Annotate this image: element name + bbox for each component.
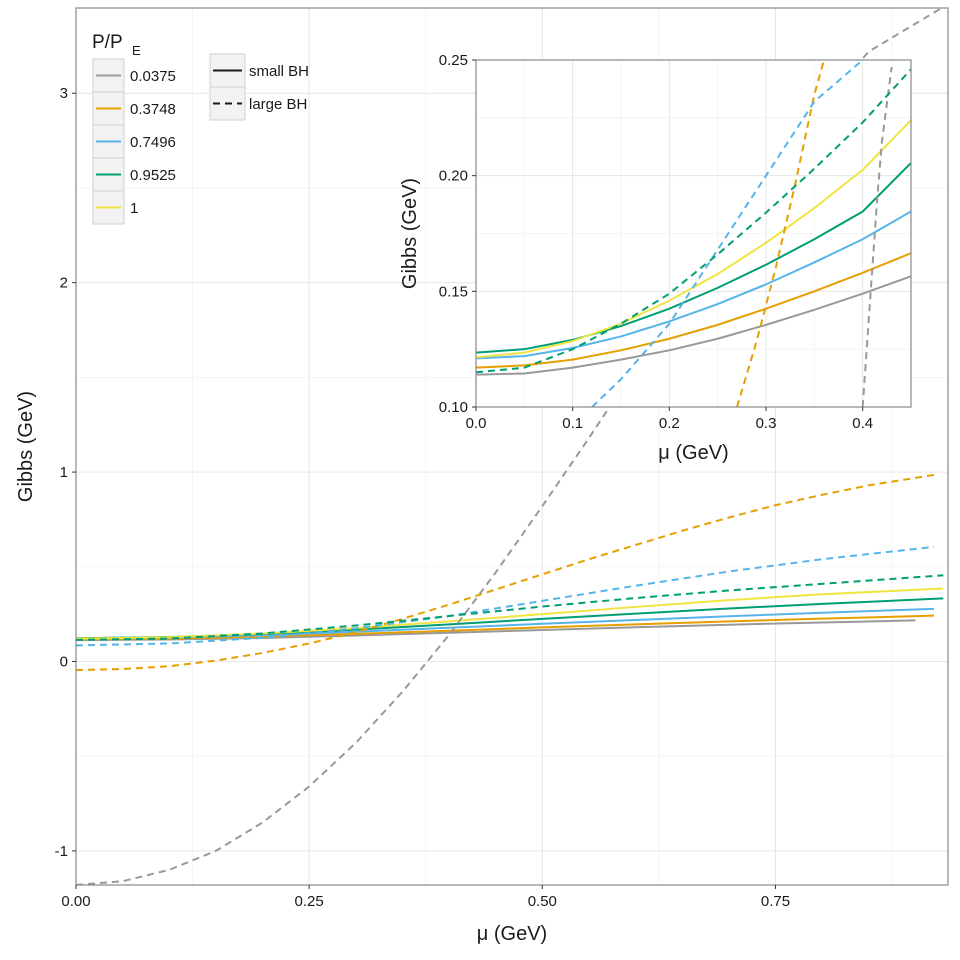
legend: P/P E 0.0375 0.3748 0.7496 0.9525 1 small BH lar… bbox=[92, 32, 309, 225]
series-line-large-0_0375 bbox=[861, 66, 893, 407]
main-x-tick-label: 0.75 bbox=[761, 893, 790, 910]
legend-title-subscript: E bbox=[132, 43, 141, 58]
inset-y-tick-label: 0.15 bbox=[439, 283, 468, 300]
inset-y-axis-title: Gibbs (GeV) bbox=[399, 178, 421, 289]
main-x-tick-label: 0.50 bbox=[528, 893, 557, 910]
series-line-small-0_0375 bbox=[76, 619, 916, 642]
main-series-group bbox=[76, 8, 944, 885]
legend-label: 0.9525 bbox=[130, 167, 176, 184]
inset-plot: 0.0 0.1 0.2 0.3 0.4 0.10 0.15 0.20 0.25 μ (GeV) Gi… bbox=[399, 52, 912, 464]
series-line-large-0_9525 bbox=[476, 68, 911, 374]
inset-x-tick-label: 0.4 bbox=[852, 415, 873, 432]
legend-label: 0.3748 bbox=[130, 101, 176, 118]
main-x-axis-title: μ (GeV) bbox=[477, 923, 547, 945]
main-x-tick-label: 0.00 bbox=[61, 893, 90, 910]
legend-label: large BH bbox=[249, 96, 307, 113]
main-y-tick-label: 1 bbox=[60, 464, 68, 481]
inset-x-tick-label: 0.2 bbox=[659, 415, 680, 432]
inset-y-tick-label: 0.20 bbox=[439, 168, 468, 185]
series-line-small-0_3748 bbox=[76, 614, 935, 641]
main-panel-border bbox=[75, 7, 949, 886]
legend-title: P/P bbox=[92, 32, 123, 53]
main-y-tick-label: 3 bbox=[60, 85, 68, 102]
legend-label: 1 bbox=[130, 200, 138, 217]
inset-y-tick-label: 0.10 bbox=[439, 399, 468, 416]
legend-label: 0.7496 bbox=[130, 134, 176, 151]
main-y-tick-label: 2 bbox=[60, 275, 68, 292]
inset-series-group bbox=[476, 60, 911, 407]
series-line-small-0_0375 bbox=[476, 275, 911, 376]
main-y-tick-label: -1 bbox=[55, 843, 68, 860]
series-line-small-0_7496 bbox=[476, 210, 911, 360]
legend-label: small BH bbox=[249, 63, 309, 80]
inset-x-tick-label: 0.0 bbox=[466, 415, 487, 432]
main-y-tick-label: 0 bbox=[60, 653, 68, 670]
inset-x-tick-label: 0.1 bbox=[562, 415, 583, 432]
series-line-small-1 bbox=[76, 587, 944, 640]
series-line-small-0_9525 bbox=[476, 162, 911, 354]
main-y-axis-title: Gibbs (GeV) bbox=[15, 391, 37, 502]
inset-y-tick-label: 0.25 bbox=[439, 52, 468, 69]
inset-x-axis-title: μ (GeV) bbox=[658, 442, 728, 464]
series-line-large-0_7496 bbox=[76, 545, 935, 647]
series-line-small-0_3748 bbox=[476, 252, 911, 369]
legend-label: 0.0375 bbox=[130, 68, 176, 85]
series-line-large-0_3748 bbox=[76, 473, 935, 672]
inset-x-tick-label: 0.3 bbox=[756, 415, 777, 432]
series-line-large-0_3748 bbox=[736, 60, 825, 407]
main-x-tick-label: 0.25 bbox=[295, 893, 324, 910]
inset-panel-border bbox=[475, 59, 912, 408]
series-line-large-0_9525 bbox=[76, 574, 944, 641]
series-line-large-0_7496 bbox=[591, 60, 864, 407]
